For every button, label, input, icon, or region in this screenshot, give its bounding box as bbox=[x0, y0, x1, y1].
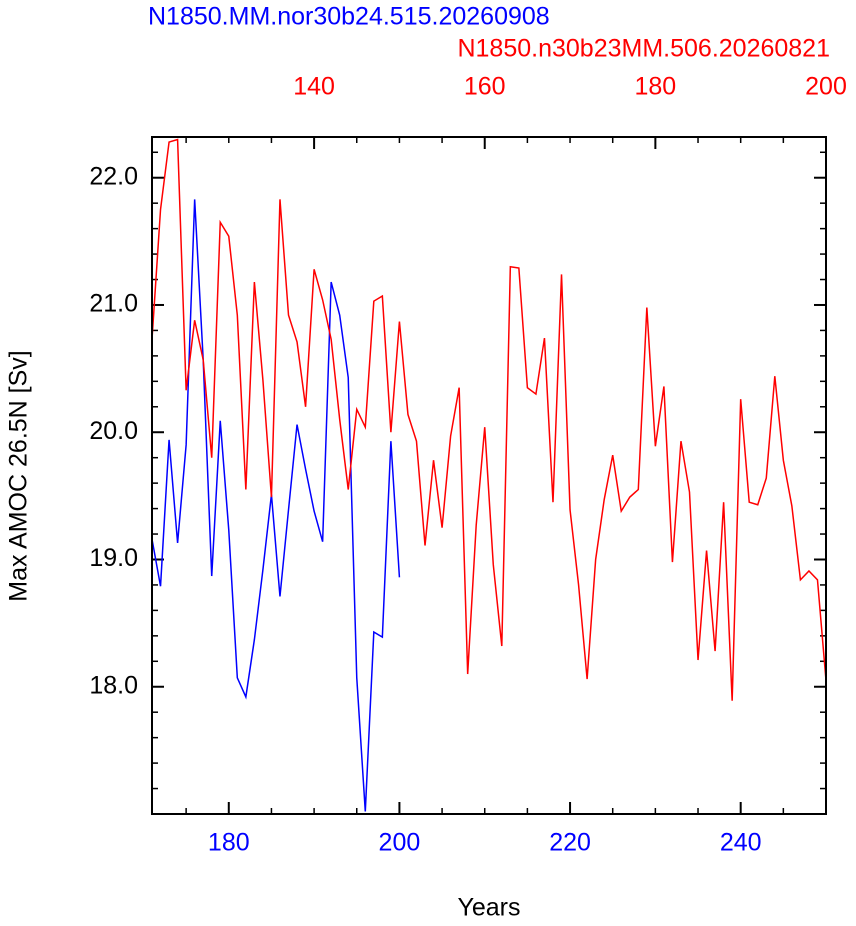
x-tick-label: 180 bbox=[208, 829, 250, 857]
series-line bbox=[151, 199, 401, 812]
plot-frame bbox=[151, 136, 827, 815]
chart-title: N1850.MM.nor30b24.515.20260908 bbox=[148, 3, 550, 31]
x2-tick-label: 160 bbox=[464, 73, 506, 101]
x2-tick-label: 140 bbox=[293, 73, 335, 101]
y-tick-label: 22.0 bbox=[89, 162, 138, 190]
x2-tick-label: 200 bbox=[805, 73, 847, 101]
chart-subtitle: N1850.n30b23MM.506.20260821 bbox=[457, 35, 830, 63]
x-tick-label: 240 bbox=[720, 829, 762, 857]
y-tick-label: 20.0 bbox=[89, 417, 138, 445]
x-tick-label: 200 bbox=[379, 829, 421, 857]
y-axis-label: Max AMOC 26.5N [Sv] bbox=[5, 350, 33, 601]
x2-tick-label: 180 bbox=[635, 73, 677, 101]
series-line bbox=[151, 138, 827, 701]
y-tick-label: 18.0 bbox=[89, 671, 138, 699]
y-tick-label: 19.0 bbox=[89, 544, 138, 572]
y-tick-label: 21.0 bbox=[89, 290, 138, 318]
x-tick-label: 220 bbox=[549, 829, 591, 857]
x-axis-label: Years bbox=[457, 894, 520, 922]
